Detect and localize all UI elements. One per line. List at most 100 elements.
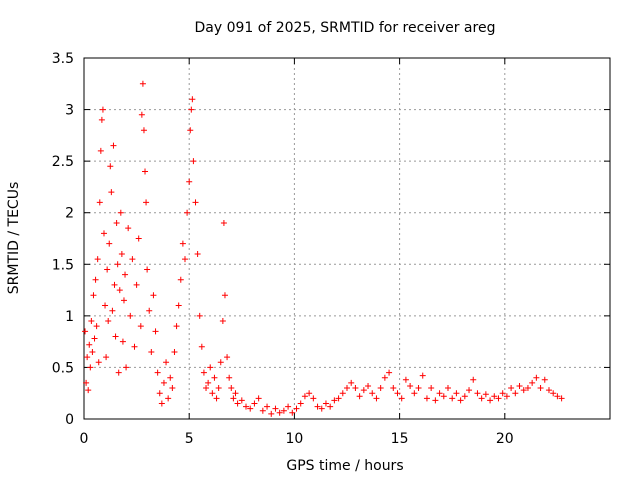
y-axis-label: SRMTID / TECUs — [6, 182, 22, 295]
data-point — [499, 390, 506, 397]
data-point — [83, 379, 90, 386]
y-tick-label: 3 — [65, 103, 74, 119]
data-point — [402, 376, 409, 383]
data-point — [301, 393, 308, 400]
chart-title: Day 091 of 2025, SRMTID for receiver are… — [195, 20, 496, 36]
data-point — [112, 333, 119, 340]
data-point — [516, 382, 523, 389]
data-point — [156, 390, 163, 397]
data-point — [94, 256, 101, 263]
data-point — [127, 312, 134, 319]
x-tick-label: 15 — [391, 431, 409, 447]
data-point — [143, 199, 150, 206]
data-point — [322, 400, 329, 407]
data-point — [109, 307, 116, 314]
data-point — [449, 395, 456, 402]
data-point — [280, 407, 287, 414]
data-point — [198, 343, 205, 350]
gridlines — [84, 58, 610, 419]
data-point — [165, 395, 172, 402]
y-tick-label: 2.5 — [52, 154, 74, 170]
data-point — [335, 395, 342, 402]
data-point — [482, 391, 489, 398]
data-point — [331, 397, 338, 404]
data-point — [348, 379, 355, 386]
data-point — [96, 199, 103, 206]
data-point — [163, 359, 170, 366]
data-point — [415, 385, 422, 392]
data-point — [142, 168, 149, 175]
data-point — [219, 318, 226, 325]
data-point — [289, 409, 296, 416]
data-point — [297, 400, 304, 407]
y-tick-label: 2 — [65, 206, 74, 222]
data-point — [82, 328, 89, 335]
data-point — [133, 281, 140, 288]
data-point — [344, 385, 350, 392]
data-point — [103, 354, 110, 361]
data-point — [91, 335, 98, 342]
data-point — [117, 209, 124, 216]
data-point — [179, 240, 186, 247]
data-point — [167, 374, 174, 381]
data-point — [171, 348, 178, 355]
data-point — [339, 390, 346, 397]
data-point — [373, 395, 380, 402]
y-tick-label: 3.5 — [52, 51, 74, 67]
data-point — [213, 395, 220, 402]
data-point — [394, 390, 401, 397]
data-point — [181, 256, 188, 263]
data-point — [495, 395, 502, 402]
data-point — [423, 395, 430, 402]
data-point — [113, 220, 120, 227]
data-point — [440, 393, 447, 400]
data-point — [89, 348, 96, 355]
data-point — [386, 369, 393, 376]
data-point — [327, 403, 334, 410]
data-point — [228, 385, 235, 392]
data-point — [554, 393, 561, 400]
data-point — [558, 395, 565, 402]
data-point — [407, 382, 414, 389]
data-point — [356, 393, 363, 400]
data-point — [85, 387, 92, 394]
data-point — [115, 369, 122, 376]
data-point — [268, 410, 275, 417]
data-point — [184, 209, 191, 216]
x-tick-label: 0 — [80, 431, 89, 447]
data-point — [173, 323, 180, 330]
data-point — [111, 281, 118, 288]
data-point — [102, 302, 109, 309]
data-point — [150, 292, 157, 299]
data-point — [98, 116, 105, 123]
data-point — [146, 307, 153, 314]
data-point — [188, 106, 195, 113]
data-point — [129, 256, 136, 263]
data-point — [230, 395, 237, 402]
x-tick-label: 10 — [285, 431, 303, 447]
data-point — [200, 369, 207, 376]
data-point — [137, 323, 144, 330]
data-point — [310, 395, 317, 402]
data-point — [125, 225, 132, 232]
data-point — [175, 302, 182, 309]
data-point — [144, 266, 151, 273]
x-tick-label: 5 — [185, 431, 194, 447]
plot-frame — [83, 57, 611, 420]
data-point — [474, 390, 481, 397]
data-point — [196, 312, 203, 319]
data-point — [369, 390, 376, 397]
data-point — [491, 393, 498, 400]
data-point — [541, 376, 548, 383]
data-point — [487, 397, 494, 404]
data-point — [238, 397, 245, 404]
data-point — [232, 390, 239, 397]
data-point — [508, 385, 515, 392]
data-point — [88, 318, 95, 325]
data-point — [203, 385, 210, 392]
data-point — [251, 400, 258, 407]
data-point — [444, 385, 451, 392]
data-point — [207, 364, 214, 371]
data-point — [177, 276, 184, 283]
data-point — [138, 111, 145, 118]
